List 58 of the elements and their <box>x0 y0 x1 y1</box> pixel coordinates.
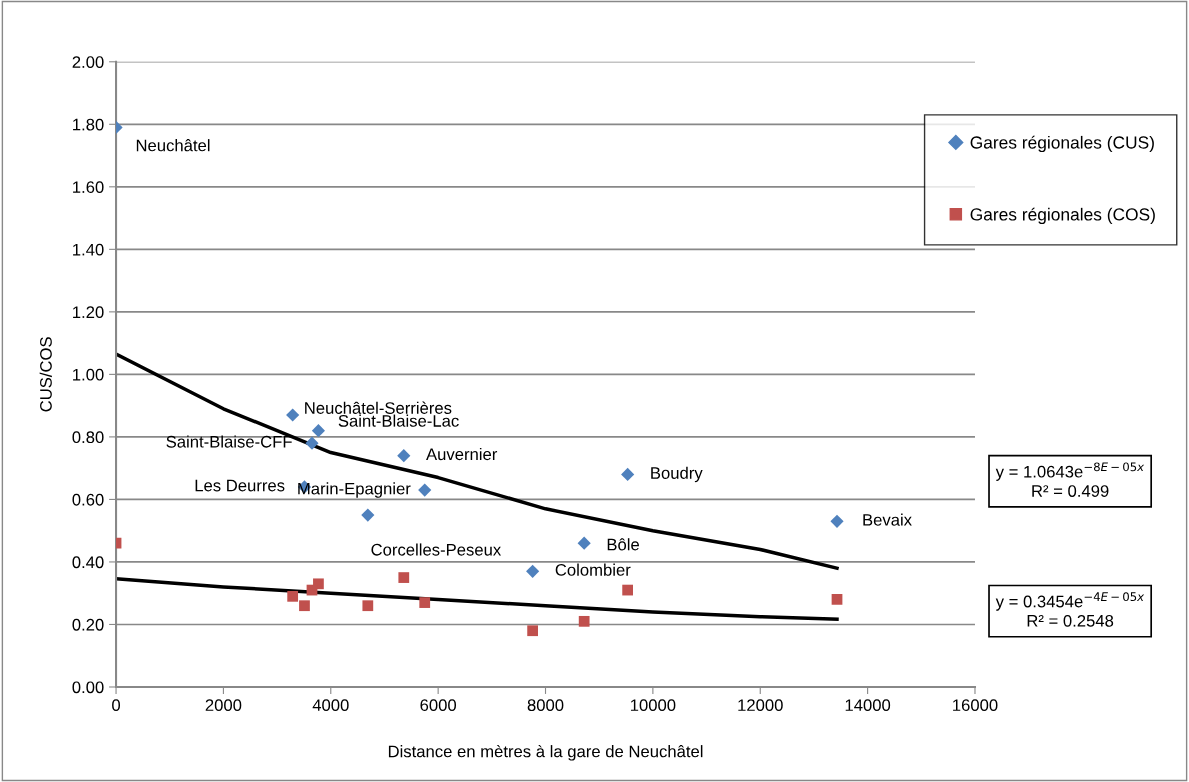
legend-label: Gares régionales (CUS) <box>970 135 1154 153</box>
y-tick-label: 1.00 <box>73 368 104 381</box>
x-tick-label: 14000 <box>845 699 891 712</box>
x-tick-label: 10000 <box>630 699 676 712</box>
x-tick-label: 6000 <box>420 699 457 712</box>
y-tick-label: 0.40 <box>72 556 104 569</box>
y-tick-label: 0.00 <box>72 681 104 694</box>
point <box>578 615 590 627</box>
legend-label: Gares régionales (COS) <box>970 207 1155 225</box>
point <box>305 436 319 450</box>
x-tick-label: 12000 <box>738 699 783 712</box>
point <box>361 508 375 522</box>
point <box>397 449 411 463</box>
point <box>419 597 431 608</box>
data-label: Bôle <box>607 538 639 551</box>
line-series <box>116 577 839 621</box>
point <box>418 483 432 497</box>
point <box>286 408 300 422</box>
y-tick-label: 0.20 <box>72 618 104 631</box>
x-tick-label: 0 <box>112 699 121 712</box>
point <box>831 594 843 605</box>
point <box>830 514 844 528</box>
data-label: Saint-Blaise-Lac <box>338 414 459 427</box>
data-label: Les Deurres <box>195 479 285 492</box>
text: y = 0.3454e$^{−4E−05x}$ R² = 0.2548 <box>995 592 1145 627</box>
point <box>577 536 591 550</box>
data-label: Neuchâtel <box>136 139 210 152</box>
data-label: Neuchâtel-Serrières <box>305 401 452 414</box>
point <box>621 467 635 481</box>
point <box>526 564 540 578</box>
x-tick-label: 2000 <box>205 699 242 712</box>
y-axis-title: CUS/COS <box>39 337 52 412</box>
point <box>299 600 310 612</box>
point <box>362 600 374 612</box>
x-tick-label: 4000 <box>312 699 349 712</box>
y-tick-label: 0.60 <box>72 493 104 506</box>
data-label: Marin-Epagnier <box>298 482 411 498</box>
data-label: Bevaix <box>863 513 912 526</box>
data-label: Saint-Blaise-CFF <box>166 435 292 448</box>
x-axis-title: Distance en mètres à la gare de Neuchâtel <box>388 744 703 761</box>
text: y = 1.0643e$^{−8E−05x}$ R² = 0.499 <box>995 462 1145 497</box>
y-tick-label: 2.00 <box>72 56 104 68</box>
y-tick-label: 1.40 <box>73 243 104 256</box>
point <box>527 625 539 637</box>
data-label: Colombier <box>555 563 631 576</box>
data-label: Corcelles-Peseux <box>371 543 502 556</box>
point <box>622 584 634 596</box>
y-tick-label: 1.80 <box>73 118 104 131</box>
y-tick-label: 1.20 <box>73 306 104 319</box>
point <box>398 572 410 583</box>
data-label: Auvernier <box>426 447 498 461</box>
x-tick-label: 8000 <box>527 699 564 712</box>
y-tick-label: 1.60 <box>73 181 104 194</box>
point <box>287 590 299 602</box>
point <box>311 424 326 438</box>
data-label: Boudry <box>651 466 703 483</box>
y-tick-label: 0.80 <box>72 431 104 444</box>
x-tick-label: 16000 <box>953 699 998 712</box>
